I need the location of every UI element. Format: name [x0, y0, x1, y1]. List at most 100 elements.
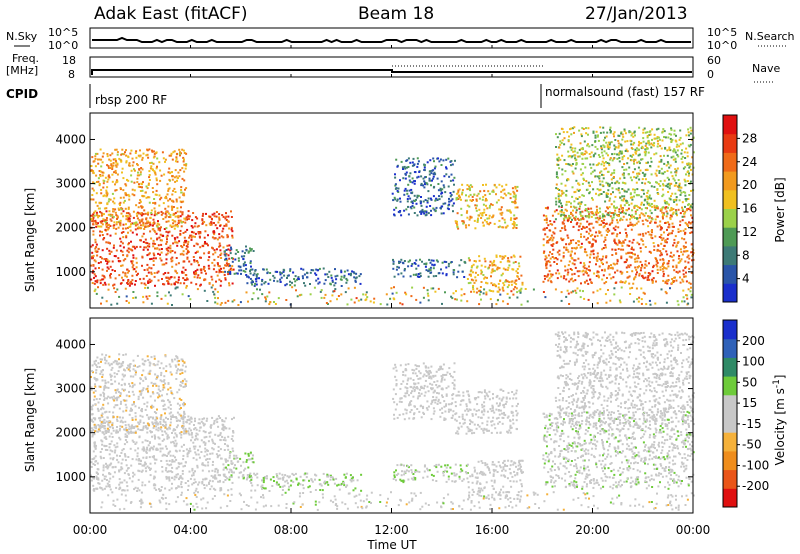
data-cell — [644, 246, 647, 248]
data-cell — [195, 458, 198, 461]
data-cell — [114, 446, 117, 449]
data-cell — [185, 286, 188, 289]
data-cell — [469, 215, 472, 218]
data-cell — [172, 151, 175, 154]
data-cell — [155, 257, 157, 260]
data-cell — [224, 253, 227, 256]
data-cell — [593, 169, 596, 172]
data-cell — [176, 241, 179, 244]
data-cell — [578, 225, 581, 228]
data-cell — [575, 223, 578, 226]
data-cell — [345, 281, 348, 284]
data-cell — [159, 227, 161, 230]
data-cell — [109, 473, 112, 476]
data-cell — [129, 215, 132, 218]
data-cell — [302, 268, 305, 271]
data-cell — [445, 261, 448, 263]
data-cell — [117, 461, 120, 464]
data-cell — [216, 302, 219, 305]
data-cell — [95, 225, 98, 228]
data-cell — [634, 260, 637, 263]
data-cell — [429, 261, 432, 264]
data-cell — [114, 465, 117, 468]
data-cell — [644, 271, 647, 274]
data-cell — [471, 185, 474, 188]
data-cell — [633, 258, 636, 261]
data-cell — [203, 423, 206, 426]
data-cell — [145, 275, 148, 277]
data-cell — [122, 215, 125, 218]
data-cell — [684, 191, 687, 194]
data-cell — [114, 291, 117, 293]
data-cell — [516, 189, 519, 192]
nsearch-label: N.Search — [745, 30, 795, 43]
data-cell — [669, 232, 672, 235]
data-cell — [92, 198, 95, 201]
data-cell — [140, 220, 143, 223]
data-cell — [612, 276, 615, 279]
data-cell — [250, 281, 253, 284]
data-cell — [623, 163, 626, 165]
data-cell — [195, 272, 198, 274]
data-cell — [136, 163, 138, 165]
data-cell — [570, 133, 573, 136]
data-cell — [403, 189, 406, 192]
data-cell — [561, 222, 564, 225]
data-cell — [623, 168, 626, 171]
data-cell — [95, 222, 98, 225]
data-cell — [623, 155, 626, 158]
data-cell — [171, 459, 174, 461]
data-cell — [204, 464, 207, 467]
data-cell — [429, 170, 432, 173]
data-cell — [668, 203, 670, 206]
data-cell — [515, 287, 518, 290]
data-cell — [153, 221, 156, 224]
data-cell — [498, 225, 501, 228]
data-cell — [424, 183, 426, 186]
data-cell — [152, 477, 155, 480]
data-cell — [670, 128, 673, 131]
data-cell — [141, 255, 144, 258]
data-cell — [112, 215, 115, 218]
data-cell — [582, 177, 585, 180]
data-cell — [657, 136, 660, 139]
data-cell — [119, 416, 121, 419]
data-cell — [98, 417, 101, 420]
data-cell — [195, 487, 198, 490]
data-cell — [667, 262, 670, 265]
data-cell — [136, 181, 139, 184]
data-cell — [156, 423, 159, 426]
data-cell — [618, 299, 621, 302]
data-cell — [318, 281, 321, 284]
data-cell — [491, 190, 494, 193]
data-cell — [202, 268, 205, 271]
data-cell — [195, 283, 198, 286]
data-cell — [131, 279, 134, 282]
data-cell — [619, 177, 622, 180]
data-cell — [167, 199, 170, 202]
data-cell — [653, 133, 656, 136]
data-cell — [190, 236, 193, 239]
data-cell — [128, 284, 131, 287]
data-cell — [180, 445, 183, 448]
data-cell — [357, 299, 360, 302]
data-cell — [148, 295, 151, 297]
data-cell — [623, 261, 626, 264]
data-cell — [202, 464, 205, 467]
data-cell — [552, 231, 555, 234]
data-cell — [681, 253, 684, 256]
data-cell — [148, 278, 151, 281]
data-cell — [423, 169, 426, 171]
data-cell — [130, 431, 133, 434]
data-cell — [125, 161, 128, 164]
data-cell — [124, 420, 127, 423]
data-cell — [485, 291, 488, 294]
data-cell — [662, 263, 664, 266]
data-cell — [101, 220, 104, 223]
data-cell — [186, 249, 189, 252]
data-cell — [600, 145, 603, 148]
data-cell — [214, 474, 217, 477]
data-cell — [213, 475, 216, 478]
data-cell — [393, 208, 396, 211]
data-cell — [682, 269, 685, 272]
